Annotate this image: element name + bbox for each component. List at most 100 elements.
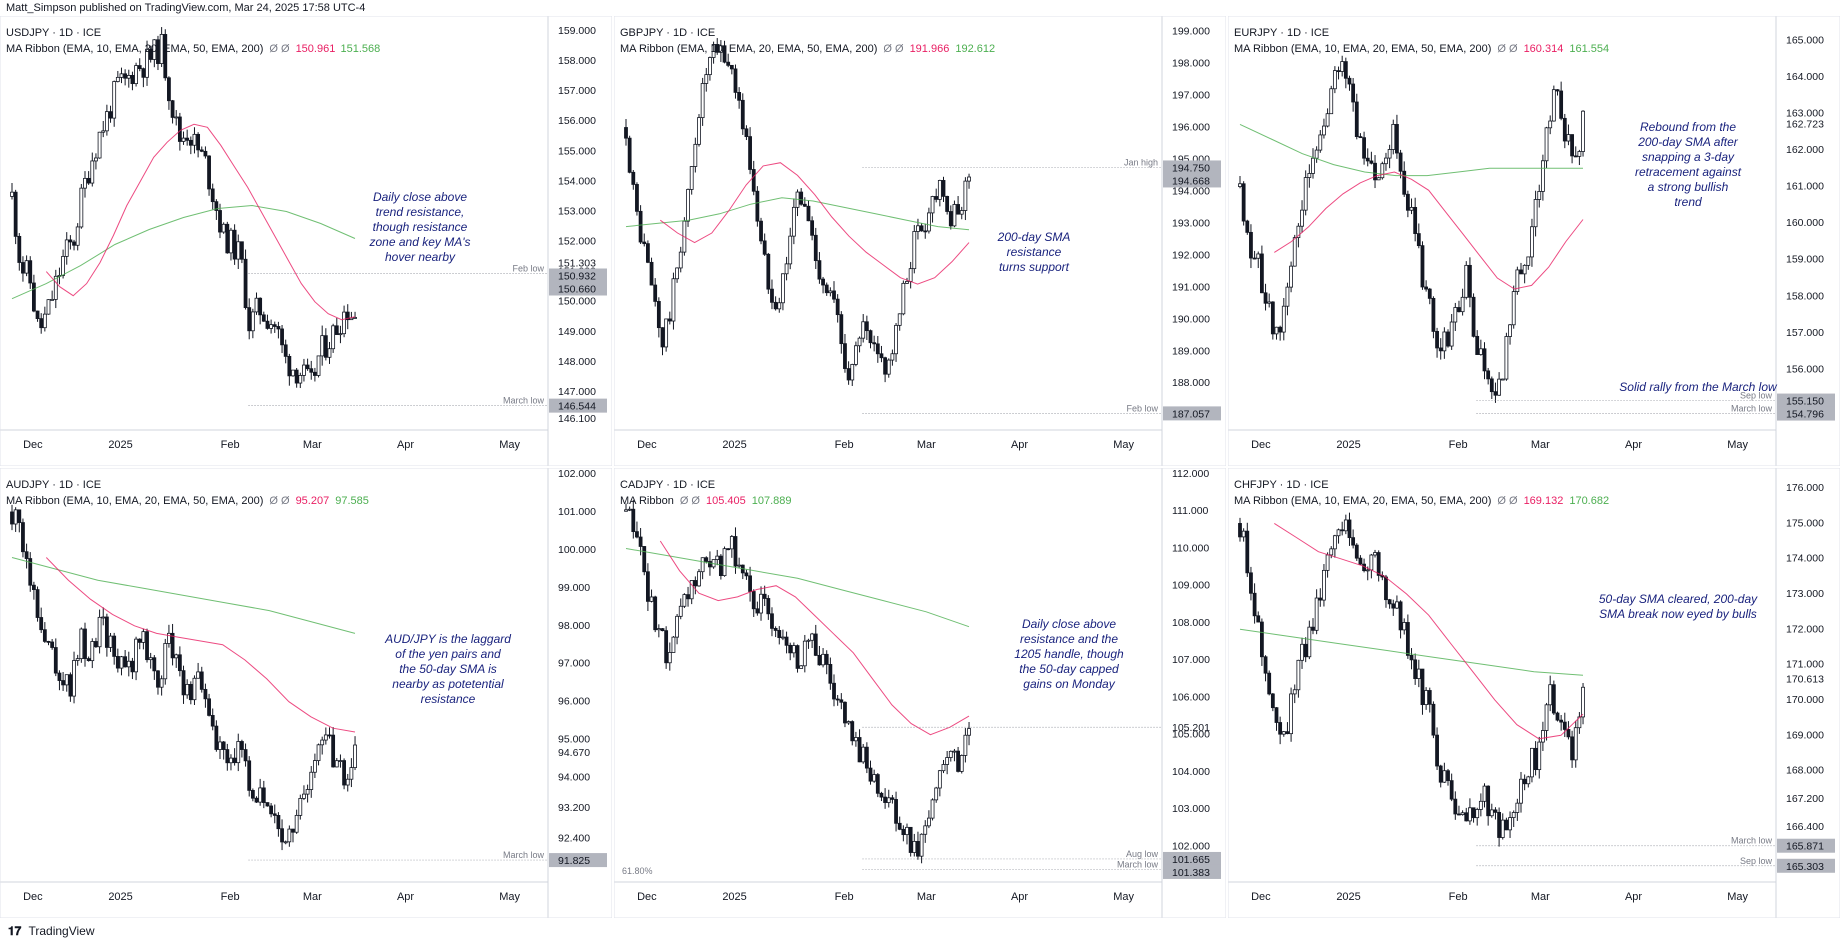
candle: [1438, 338, 1443, 360]
candle-body-down: [327, 734, 332, 737]
y-tick-label: 149.000: [558, 326, 596, 338]
candle-body-down: [1497, 811, 1502, 838]
candle: [1373, 155, 1377, 189]
footer-brand[interactable]: TradingView: [28, 924, 95, 938]
candle-body-up: [1416, 668, 1421, 679]
candle-body-up: [937, 770, 942, 789]
candle: [675, 613, 679, 645]
x-tick-label: Dec: [1251, 439, 1271, 451]
candle-body-down: [1409, 654, 1414, 661]
candle-body-down: [729, 64, 734, 70]
candle-body-up: [861, 746, 866, 763]
candle-body-down: [875, 774, 880, 794]
candle: [664, 626, 669, 669]
chart-svg[interactable]: March low Sep low 166.400 167.200 168.000 169…: [1227, 467, 1841, 919]
candle: [1420, 668, 1425, 715]
candle-body-down: [1245, 530, 1250, 574]
candle-body-down: [86, 658, 91, 662]
candle: [123, 650, 128, 668]
candle: [1515, 266, 1520, 295]
chart-panel-gbpjpy[interactable]: Jan high Feb low 188.000 189.000 190.000 191.…: [613, 15, 1227, 467]
chart-panel-usdjpy[interactable]: Feb low March low 146.100 147.000 148.000 149…: [0, 15, 613, 467]
y-tick-label: 197.000: [1172, 90, 1210, 102]
price-tag-label: 151.303: [558, 258, 596, 270]
candle: [1259, 245, 1264, 294]
candle: [1449, 773, 1454, 802]
candle-body-up: [50, 298, 55, 301]
candle: [762, 585, 767, 606]
candle: [631, 170, 636, 190]
annotation-line: 1205 handle, though: [1014, 647, 1124, 661]
candle-body-down: [272, 813, 277, 816]
chart-panel-cadjpy[interactable]: Aug low March low 102.000 103.000 104.000 105…: [613, 467, 1227, 919]
candle-body-down: [1340, 529, 1345, 532]
visibility-icon: Ø Ø: [1497, 495, 1518, 507]
candle-body-up: [254, 297, 259, 313]
candles: [10, 504, 357, 851]
candle-body-down: [61, 680, 65, 686]
candle: [294, 367, 299, 388]
candle: [31, 274, 36, 313]
candle: [821, 647, 825, 668]
candle-body-up: [810, 633, 815, 641]
candle: [1453, 302, 1458, 332]
candle: [83, 171, 87, 198]
candle: [926, 810, 931, 829]
candle: [635, 521, 639, 539]
price-tag: 101.383: [1163, 864, 1221, 879]
chart-panel-audjpy[interactable]: March low 92.400 93.200 94.000 95.000 96.000 9…: [0, 467, 613, 919]
candle: [967, 721, 971, 746]
candle: [770, 279, 774, 310]
candle: [334, 318, 339, 335]
candle: [53, 269, 58, 309]
price-tag-label: 165.871: [1786, 841, 1824, 853]
price-tag-label: 105.201: [1172, 722, 1210, 734]
chart-panel-chfjpy[interactable]: March low Sep low 166.400 167.200 168.000 169…: [1227, 467, 1841, 919]
candle-body-down: [857, 737, 862, 763]
candle: [39, 607, 44, 633]
level-label: Jan high: [1124, 157, 1158, 167]
chart-svg[interactable]: March low 92.400 93.200 94.000 95.000 96.000 9…: [0, 467, 613, 919]
candle-body-up: [711, 44, 716, 58]
candle: [141, 628, 146, 650]
candle: [901, 825, 906, 842]
candle-body-down: [864, 321, 869, 332]
candle-body-up: [1489, 809, 1494, 817]
candle-body-down: [156, 39, 160, 64]
candle-body-up: [905, 281, 909, 284]
candle: [806, 638, 811, 649]
candle-body-down: [1347, 519, 1352, 539]
candle: [261, 780, 266, 809]
candle-body-up: [926, 212, 931, 232]
x-tick-label: Apr: [397, 891, 414, 903]
candle: [21, 256, 25, 282]
price-tag: 154.796: [1777, 406, 1835, 421]
candle-body-down: [1252, 592, 1257, 617]
candle: [1530, 218, 1534, 267]
candle-body-down: [53, 647, 58, 674]
candle-body-up: [42, 313, 47, 329]
candle-body-up: [1369, 554, 1374, 571]
candle: [908, 826, 913, 857]
tradingview-logo-icon[interactable]: 𝟏𝟕: [8, 924, 22, 938]
candle: [656, 297, 661, 338]
x-tick-label: May: [499, 891, 520, 903]
x-tick-label: Feb: [835, 439, 854, 451]
chart-svg[interactable]: Jan high Feb low 188.000 189.000 190.000 191.…: [613, 15, 1227, 467]
price-tag: 165.871: [1777, 838, 1835, 853]
x-tick-label: Feb: [221, 891, 240, 903]
candle-body-down: [1278, 326, 1283, 333]
candle: [879, 791, 884, 802]
candle-body-up: [1281, 731, 1286, 735]
chart-svg[interactable]: Feb low March low 146.100 147.000 148.000 149…: [0, 15, 613, 467]
candle: [1278, 716, 1283, 745]
candle-body-up: [1500, 378, 1505, 381]
annotation-text: Daily close above resistance and the 1205 …: [1014, 617, 1124, 691]
y-tick-label: 96.000: [558, 696, 590, 708]
candle: [1314, 589, 1319, 635]
candle-body-down: [280, 828, 284, 843]
candle: [890, 794, 895, 804]
